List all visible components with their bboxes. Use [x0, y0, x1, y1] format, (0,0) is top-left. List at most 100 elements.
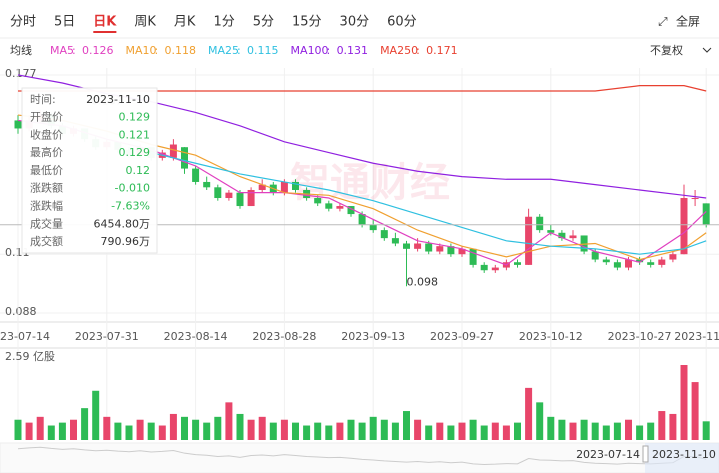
- volume-bar: [36, 416, 44, 440]
- candle-body: [325, 203, 333, 209]
- volume-tick-label: 2.59 亿股: [5, 350, 55, 363]
- volume-bar: [425, 425, 433, 440]
- tooltip-label: 收盘价: [30, 127, 63, 141]
- tab[interactable]: 5日: [54, 15, 75, 30]
- tab[interactable]: 30分: [340, 15, 370, 30]
- tab[interactable]: 月K: [174, 15, 196, 30]
- x-tick-label: 2023-07-31: [75, 330, 139, 343]
- tooltip-label: 涨跌幅: [30, 199, 63, 213]
- volume-bar: [236, 413, 244, 440]
- tab[interactable]: 15分: [292, 15, 322, 30]
- tooltip-label: 最高价: [30, 145, 63, 159]
- x-tick-label: 2023-10-27: [608, 330, 672, 343]
- volume-bar: [25, 422, 33, 440]
- annotation: 0.098: [407, 275, 439, 288]
- candle-body: [447, 246, 455, 255]
- candle-body: [14, 120, 22, 129]
- volume-bar: [114, 422, 122, 440]
- legend-name: MA250: [380, 44, 418, 57]
- volume-bar: [125, 425, 133, 440]
- volume-bar: [447, 425, 455, 440]
- legend-value: 0.115: [247, 44, 279, 57]
- volume-bar: [314, 422, 322, 440]
- candle-body: [358, 214, 366, 225]
- tab-underline: [93, 31, 117, 33]
- volume-bar: [680, 365, 688, 440]
- candle-body: [203, 181, 211, 188]
- tab[interactable]: 60分: [387, 15, 417, 30]
- adjust[interactable]: 不复权: [650, 43, 683, 57]
- candle-body: [702, 203, 710, 225]
- tab[interactable]: 1分: [213, 15, 234, 30]
- candle-body: [414, 243, 422, 249]
- volume-bar: [602, 425, 610, 440]
- candle-body: [436, 246, 444, 252]
- volume-bar: [469, 419, 477, 440]
- candle-body: [647, 262, 655, 265]
- tab[interactable]: 分时: [10, 15, 36, 30]
- y-tick-label: 0.088: [5, 305, 37, 318]
- x-tick-label: 2023-09-27: [430, 330, 494, 343]
- legend-value: 0.126: [82, 44, 114, 57]
- legend-sep: :: [327, 44, 331, 57]
- volume-bar: [403, 411, 410, 440]
- volume-bar: [658, 411, 666, 440]
- legend-value: 0.171: [426, 44, 458, 57]
- legend-entry: MA100 0.131: [291, 44, 369, 57]
- scroller: [0, 442, 719, 473]
- tooltip-label: 开盘价: [30, 110, 63, 124]
- candle-body: [391, 238, 399, 244]
- range-start: 2023-07-14: [576, 448, 640, 461]
- legend-value: 0.131: [337, 44, 369, 57]
- candle-body: [569, 235, 577, 239]
- candle-body: [192, 168, 200, 182]
- candle-body: [425, 243, 433, 252]
- volume-bar: [258, 416, 266, 440]
- x-tick-label: 2023-09-13: [341, 330, 405, 343]
- candle-body: [292, 181, 299, 190]
- candle-body: [602, 259, 610, 263]
- volume-bar: [591, 422, 599, 440]
- scroller-handle[interactable]: [642, 445, 649, 463]
- volume-bar: [47, 425, 55, 440]
- scroller-line: [17, 446, 707, 465]
- candle-body: [680, 198, 688, 255]
- candle-body: [403, 243, 410, 249]
- x-tick-label: 2023-08-14: [164, 330, 228, 343]
- candle-body: [181, 147, 188, 169]
- candle-body: [658, 259, 666, 265]
- volume-bar: [192, 419, 200, 440]
- candle-body: [613, 262, 621, 268]
- volume-bar: [502, 425, 510, 440]
- candle-body: [669, 254, 677, 260]
- volume-bar: [369, 416, 377, 440]
- tab[interactable]: 5分: [253, 15, 274, 30]
- candle-body: [525, 216, 533, 265]
- fullscreen[interactable]: 全屏: [676, 14, 700, 29]
- legend-entry: MA25 0.115: [208, 44, 279, 57]
- volume-bar: [158, 425, 166, 440]
- volume-bar: [336, 422, 344, 440]
- candle-body: [558, 232, 566, 239]
- tooltip-value: 790.96万: [101, 235, 151, 248]
- scroller-window: [645, 443, 719, 473]
- volume-bar: [691, 382, 699, 440]
- candle-body: [580, 235, 588, 252]
- tooltip-label: 成交量: [30, 216, 63, 230]
- x-tick-label: 2023-08-28: [252, 330, 316, 343]
- volume-bar: [491, 422, 499, 440]
- candle-body: [347, 206, 355, 215]
- volume-bar: [358, 422, 366, 440]
- volume-bar: [225, 402, 233, 440]
- volume-bar: [580, 419, 588, 440]
- x-tick-label: 2023-07-14: [0, 330, 50, 343]
- tooltip-label: 最低价: [30, 164, 63, 177]
- candle-body: [236, 192, 244, 207]
- x-tick-label: 2023-11-10: [674, 330, 719, 343]
- tab[interactable]: 周K: [134, 15, 156, 30]
- tab[interactable]: 日K: [93, 15, 117, 30]
- volume-bar: [458, 422, 466, 440]
- volume-bar: [103, 416, 111, 440]
- tooltip-value: -0.010: [115, 182, 150, 195]
